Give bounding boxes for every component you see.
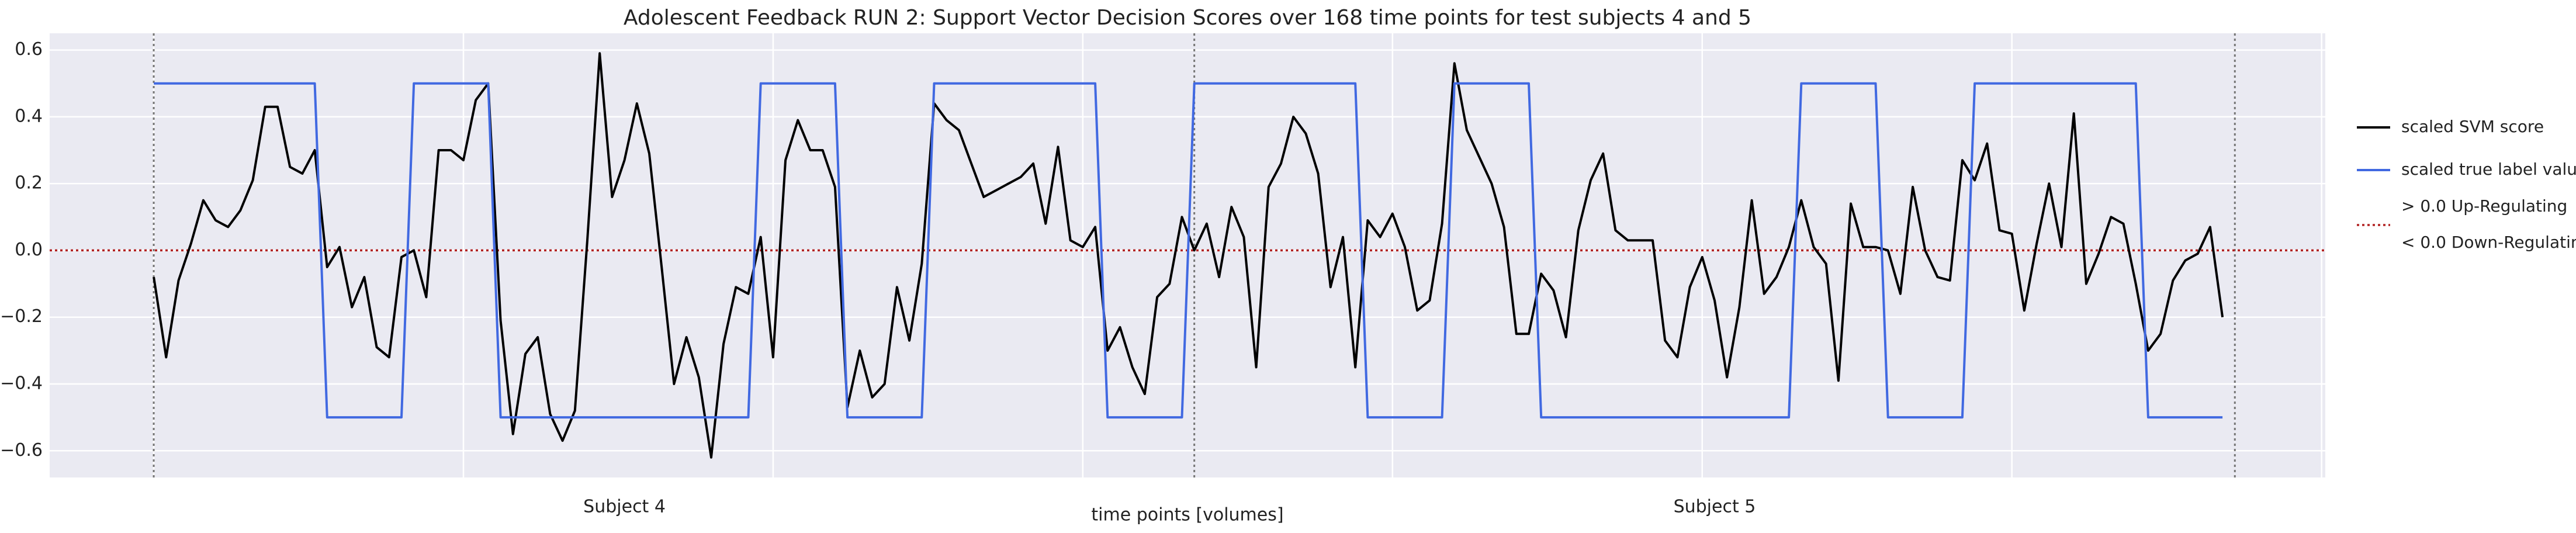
y-tick-label: −0.4 <box>0 373 43 394</box>
y-tick-label: 0.6 <box>15 39 43 60</box>
chart-title: Adolescent Feedback RUN 2: Support Vecto… <box>624 6 1751 30</box>
y-tick-label: 0.4 <box>15 106 43 126</box>
x-axis-label: time points [volumes] <box>1091 505 1283 525</box>
subject-label: Subject 4 <box>583 497 666 517</box>
legend-label: > 0.0 Up-Regulating <box>2401 196 2567 216</box>
legend-label: scaled SVM score <box>2401 117 2544 136</box>
y-tick-label: −0.6 <box>0 440 43 461</box>
y-tick-label: 0.0 <box>15 240 43 260</box>
legend-label: < 0.0 Down-Regulating <box>2401 233 2576 252</box>
subject-label: Subject 5 <box>1674 497 1756 517</box>
series-line <box>154 82 2223 419</box>
legend-label: scaled true label values <box>2401 160 2576 179</box>
y-tick-label: 0.2 <box>15 173 43 193</box>
y-tick-label: −0.2 <box>0 306 43 327</box>
